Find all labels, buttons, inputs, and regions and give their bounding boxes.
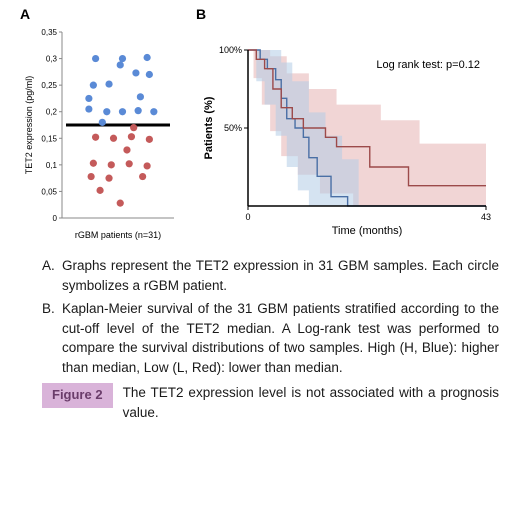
- caption-b-letter: B.: [42, 299, 62, 377]
- km-plot-b: 100% 50% 0 43 Patients (%) Time (months) Log r…: [196, 40, 496, 240]
- caption-a-letter: A.: [42, 256, 62, 295]
- svg-text:Patients (%): Patients (%): [203, 96, 215, 159]
- svg-text:Log rank test: p=0.12: Log rank test: p=0.12: [376, 59, 480, 71]
- panel-a-label: A: [20, 6, 180, 22]
- caption-b: B. Kaplan-Meier survival of the 31 GBM p…: [42, 299, 499, 377]
- svg-text:0,15: 0,15: [41, 134, 57, 143]
- svg-text:0,2: 0,2: [46, 108, 58, 117]
- panel-b-label: B: [196, 6, 496, 22]
- svg-text:Time (months): Time (months): [332, 225, 403, 237]
- figure-main-text: The TET2 expression level is not associa…: [123, 383, 499, 422]
- scatter-plot-a: 0 0,05 0,1 0,15 0,2 0,25 0,3 0,35 TET2 expressio…: [20, 26, 180, 246]
- figure-caption: A. Graphs represent the TET2 expression …: [0, 246, 525, 423]
- panel-b: B 100% 50% 0 43 Patients (%) Time (months) Log…: [196, 6, 496, 246]
- panel-a: A 0 0,05 0,1 0,15 0,2 0,25 0,3 0,35 TET2 express…: [20, 6, 180, 246]
- caption-b-text: Kaplan-Meier survival of the 31 GBM pati…: [62, 299, 499, 377]
- svg-text:TET2 expression (pg/ml): TET2 expression (pg/ml): [24, 76, 34, 175]
- svg-text:0,3: 0,3: [46, 55, 58, 64]
- svg-text:0: 0: [53, 214, 58, 223]
- svg-text:0,35: 0,35: [41, 28, 57, 37]
- figure-label-row: Figure 2 The TET2 expression level is no…: [42, 383, 499, 422]
- svg-text:0,1: 0,1: [46, 161, 58, 170]
- caption-a: A. Graphs represent the TET2 expression …: [42, 256, 499, 295]
- svg-text:43: 43: [481, 212, 491, 222]
- svg-text:0: 0: [245, 212, 250, 222]
- svg-text:50%: 50%: [224, 123, 242, 133]
- svg-text:rGBM patients (n=31): rGBM patients (n=31): [75, 230, 161, 240]
- figure-badge: Figure 2: [42, 383, 113, 408]
- svg-text:0,25: 0,25: [41, 81, 57, 90]
- svg-text:100%: 100%: [219, 45, 242, 55]
- svg-text:0,05: 0,05: [41, 187, 57, 196]
- caption-a-text: Graphs represent the TET2 expression in …: [62, 256, 499, 295]
